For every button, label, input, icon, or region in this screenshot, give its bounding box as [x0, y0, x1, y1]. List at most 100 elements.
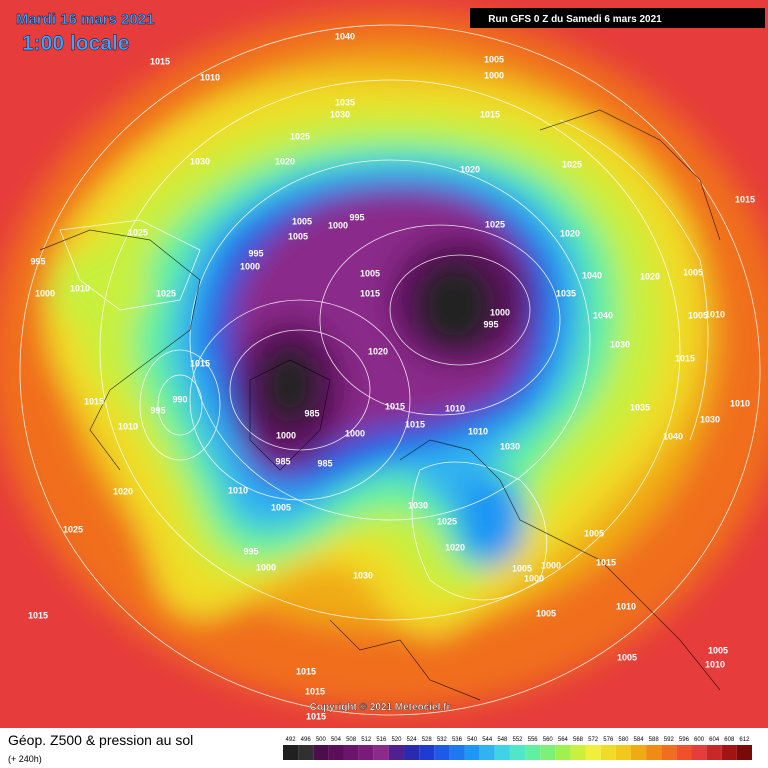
scale-swatch: [676, 745, 692, 760]
scale-label: 552: [512, 737, 523, 743]
pressure-label: 1025: [290, 131, 310, 141]
pressure-label: 1030: [353, 570, 373, 580]
pressure-label: 990: [172, 394, 187, 404]
scale-swatch: [525, 745, 541, 760]
scale-label: 592: [664, 737, 675, 743]
pressure-label: 1005: [617, 652, 637, 662]
scale-swatch: [555, 745, 571, 760]
pressure-label: 1025: [128, 227, 148, 237]
scale-label: 580: [618, 737, 629, 743]
pressure-label: 1010: [70, 283, 90, 293]
scale-swatch: [509, 745, 526, 760]
pressure-label: 1020: [445, 542, 465, 552]
pressure-label: 1000: [345, 428, 365, 438]
pressure-label: 1000: [490, 307, 510, 317]
pressure-label: 1010: [616, 601, 636, 611]
pressure-labels: 1040 1015 1010 1005 1000 1035 1030 1015 1025 1030…: [28, 31, 755, 721]
isobars: [19, 24, 761, 716]
pressure-label: 1030: [700, 414, 720, 424]
pressure-label: 1010: [118, 421, 138, 431]
scale-swatch: [313, 745, 329, 760]
pressure-label: 1015: [306, 711, 326, 721]
pressure-label: 1040: [335, 31, 355, 41]
scale-label: 604: [709, 737, 720, 743]
pressure-label: 1040: [663, 431, 683, 441]
pressure-label: 1005: [536, 608, 556, 618]
pressure-label: 1005: [584, 528, 604, 538]
pressure-label: 1015: [405, 419, 425, 429]
pressure-label: 1025: [562, 159, 582, 169]
pressure-label: 1005: [292, 216, 312, 226]
pressure-label: 1030: [610, 339, 630, 349]
pressure-label: 1005: [512, 563, 532, 573]
copyright: Copyright © 2021 Meteociel.fr: [310, 702, 451, 713]
scale-label: 548: [497, 737, 508, 743]
scale-swatch: [736, 745, 752, 760]
pressure-label: 1010: [705, 309, 725, 319]
pressure-label: 1015: [385, 401, 405, 411]
scale-swatch: [661, 745, 677, 760]
scale-label: 576: [603, 737, 614, 743]
pressure-label: 1005: [708, 645, 728, 655]
lead-time: (+ 240h): [8, 754, 42, 764]
pressure-label: 1010: [200, 72, 220, 82]
field-blobs: [0, 10, 768, 710]
run-info: Run GFS 0 Z du Samedi 6 mars 2021: [488, 14, 662, 25]
pressure-label: 1025: [63, 524, 83, 534]
scale-swatch: [449, 745, 465, 760]
pressure-label: 1000: [541, 560, 561, 570]
pressure-label: 1015: [360, 288, 380, 298]
scale-label: 496: [301, 737, 312, 743]
scale-swatch: [298, 745, 314, 760]
pressure-label: 1005: [288, 231, 308, 241]
scale-label: 512: [361, 737, 372, 743]
scale-swatch: [343, 745, 359, 760]
pressure-label: 1015: [28, 610, 48, 620]
scale-swatch: [358, 745, 374, 760]
local-time: 1:00 locale: [22, 32, 129, 55]
pressure-label: 1000: [240, 261, 260, 271]
scale-swatch: [691, 745, 707, 760]
field-blob: [415, 260, 495, 350]
scale-label: 544: [482, 737, 493, 743]
pressure-label: 1015: [305, 686, 325, 696]
pressure-label: 1040: [593, 310, 613, 320]
scale-label: 588: [649, 737, 660, 743]
pressure-label: 1035: [335, 97, 355, 107]
pressure-label: 1010: [228, 485, 248, 495]
scale-swatch: [721, 745, 737, 760]
pressure-label: 1030: [190, 156, 210, 166]
pressure-label: 1015: [84, 396, 104, 406]
pressure-label: 1005: [360, 268, 380, 278]
pressure-label: 1030: [330, 109, 350, 119]
coastlines: [39, 109, 721, 701]
pressure-label: 1025: [485, 219, 505, 229]
pressure-label: 1015: [150, 56, 170, 66]
scale-label: 532: [437, 737, 448, 743]
scale-label: 608: [724, 737, 735, 743]
pressure-label: 1025: [437, 516, 457, 526]
scale-label: 596: [679, 737, 690, 743]
pressure-label: 995: [483, 319, 498, 329]
date: Mardi 16 mars 2021: [16, 11, 154, 28]
scale-label: 540: [467, 737, 478, 743]
scale-label: 556: [528, 737, 539, 743]
pressure-label: 1000: [276, 430, 296, 440]
pressure-label: 1000: [484, 70, 504, 80]
scale-label: 516: [376, 737, 387, 743]
scale-label: 508: [346, 737, 357, 743]
pressure-label: 995: [150, 405, 165, 415]
pressure-label: 1020: [275, 156, 295, 166]
scale-label: 524: [407, 737, 418, 743]
scale-label: 584: [634, 737, 645, 743]
pressure-label: 1030: [500, 441, 520, 451]
scale-label: 600: [694, 737, 705, 743]
scale-swatch: [540, 745, 556, 760]
pressure-label: 1035: [556, 288, 576, 298]
scale-swatch: [706, 745, 722, 760]
pressure-label: 995: [349, 212, 364, 222]
scale-swatch: [388, 745, 405, 760]
pressure-label: 1015: [675, 353, 695, 363]
